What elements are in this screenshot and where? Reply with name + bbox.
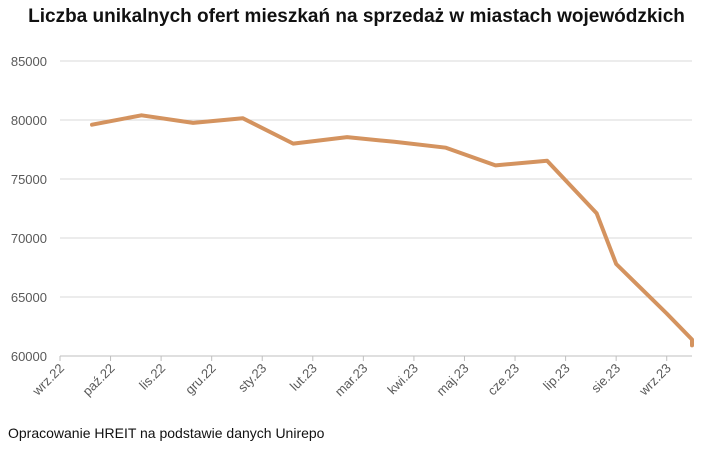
x-tick-label: wrz.22	[29, 361, 67, 399]
x-tick-label: paź.22	[79, 361, 117, 399]
y-tick-label: 75000	[11, 172, 47, 187]
x-tick-label: lut.23	[287, 361, 320, 394]
x-tick-label: lip.23	[540, 361, 573, 394]
x-axis-labels: wrz.22 paź.22 lis.22 gru.22 sty.23 lut.23 mar.…	[29, 361, 674, 400]
series-line	[90, 113, 694, 348]
series-layer	[90, 113, 694, 348]
x-tick-label: kwi.23	[384, 361, 421, 398]
x-tick-label: gru.22	[182, 361, 219, 398]
x-tick-label: sty.23	[235, 361, 269, 395]
y-tick-label: 60000	[11, 349, 47, 364]
x-tick-label: cze.23	[484, 361, 522, 399]
y-tick-label: 65000	[11, 290, 47, 305]
x-tick-label: lis.22	[136, 361, 168, 393]
y-tick-label: 80000	[11, 113, 47, 128]
chart-title: Liczba unikalnych ofert mieszkań na sprz…	[28, 6, 685, 27]
y-tick-label: 70000	[11, 231, 47, 246]
source-note: Opracowanie HREIT na podstawie danych Un…	[8, 425, 325, 441]
x-tick-label: wrz.23	[635, 361, 673, 399]
y-axis: 60000 65000 70000 75000 80000 85000	[11, 54, 47, 364]
gridlines	[60, 60, 692, 298]
x-tick-label: sie.23	[588, 361, 623, 396]
x-tick-label: mar.23	[332, 361, 371, 400]
x-tick-label: maj.23	[433, 361, 471, 399]
y-tick-label: 85000	[11, 54, 47, 69]
x-axis	[59, 355, 692, 361]
